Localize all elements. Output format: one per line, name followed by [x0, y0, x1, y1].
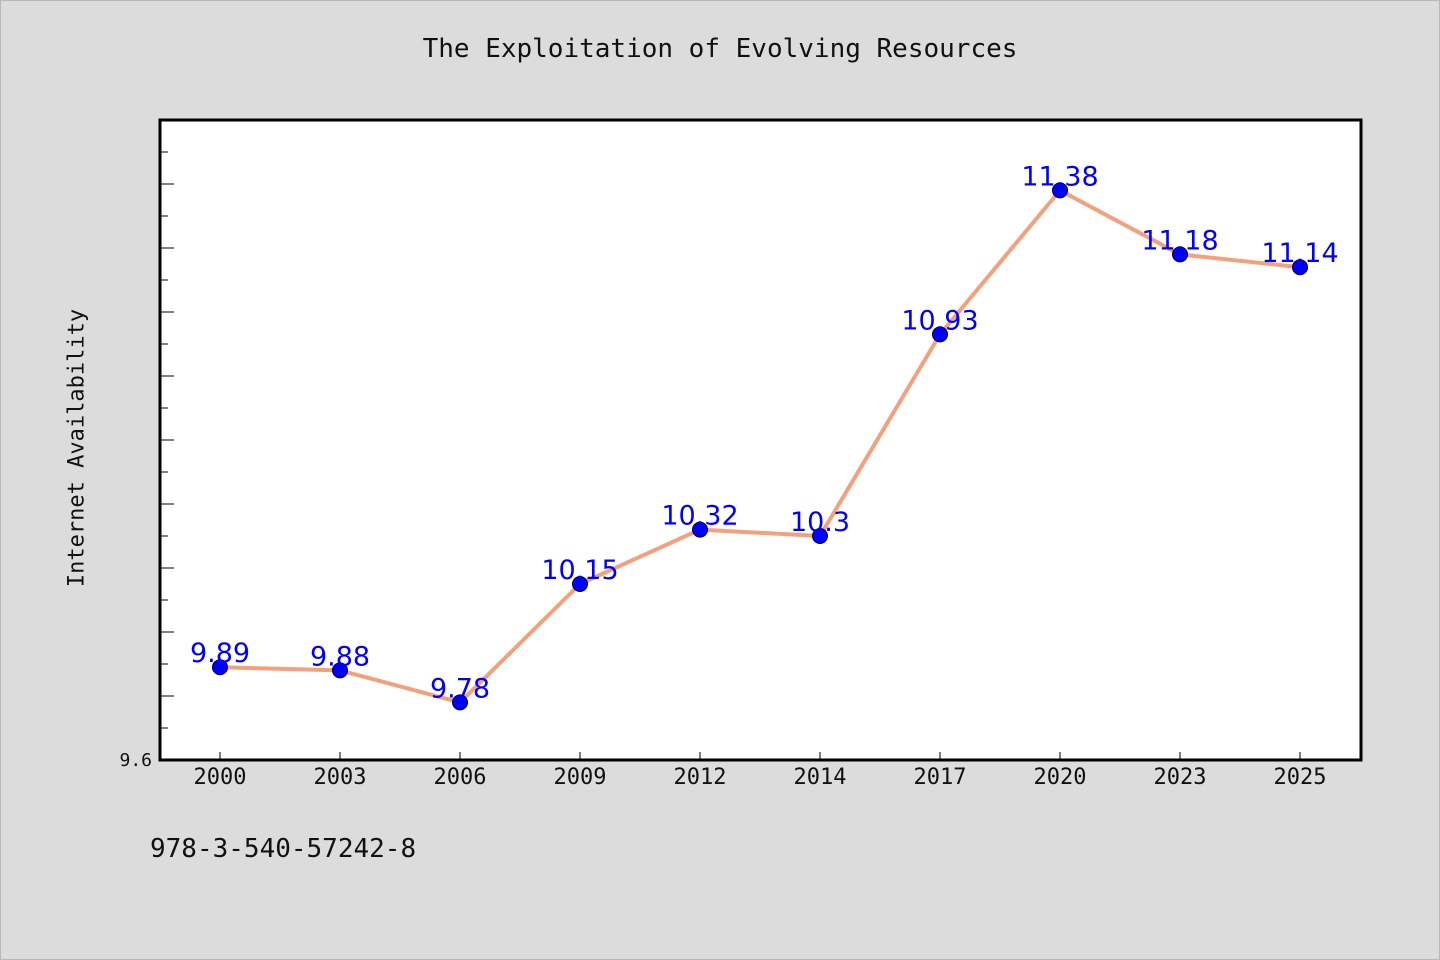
data-value-label: 11.38 — [1021, 161, 1098, 192]
data-point — [332, 662, 348, 679]
data-value-label: 10.32 — [661, 501, 738, 532]
x-tick-label: 2000 — [194, 765, 247, 790]
data-point — [932, 326, 948, 343]
chart-title: The Exploitation of Evolving Resources — [422, 34, 1018, 64]
data-series — [212, 182, 1308, 711]
x-tick-label: 2009 — [554, 765, 607, 790]
data-value-label: 10.93 — [901, 305, 978, 336]
data-point — [812, 528, 828, 544]
data-point — [1052, 182, 1068, 199]
x-tick-label: 2012 — [674, 765, 727, 790]
data-point — [212, 659, 228, 676]
data-point — [1172, 246, 1188, 263]
data-value-label: 9.89 — [190, 638, 250, 669]
x-tick-label: 2003 — [314, 765, 367, 790]
data-point — [1292, 259, 1308, 276]
data-value-label: 11.14 — [1261, 238, 1338, 269]
x-tick-label: 2006 — [434, 765, 487, 790]
x-axis-ticks: 2000 2003 2006 2009 2012 2014 2017 2020 2023 2025 — [194, 752, 1327, 790]
isbn-footer: 978-3-540-57242-8 — [150, 834, 417, 864]
x-tick-label: 2020 — [1034, 765, 1087, 790]
y-axis-ticks: 9.6 — [119, 151, 174, 771]
plot-area — [158, 118, 1363, 762]
data-value-label: 9.88 — [310, 641, 370, 672]
y-tick-label: 9.6 — [119, 750, 152, 771]
data-labels: 9.89 9.88 9.78 10.15 10.32 10.3 10.93 11.38 11.1… — [190, 161, 1339, 704]
series-line — [218, 188, 1302, 705]
data-value-label: 10.3 — [790, 507, 850, 538]
x-tick-label: 2017 — [914, 765, 967, 790]
data-point — [692, 521, 708, 538]
data-point — [452, 694, 468, 711]
x-tick-label: 2023 — [1154, 765, 1207, 790]
x-tick-label: 2014 — [794, 765, 847, 790]
data-value-label: 11.18 — [1141, 225, 1218, 256]
data-value-label: 9.78 — [430, 673, 490, 704]
data-value-label: 10.15 — [541, 555, 618, 586]
data-point — [572, 576, 588, 592]
x-tick-label: 2025 — [1274, 765, 1327, 790]
